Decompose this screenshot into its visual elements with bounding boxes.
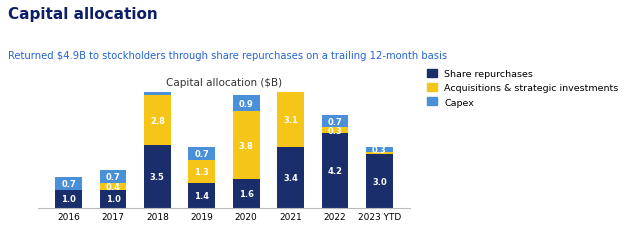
Text: 0.7: 0.7 — [61, 179, 76, 188]
Bar — [144, 82, 171, 96]
Bar — [55, 178, 82, 190]
Bar — [233, 112, 260, 179]
Bar — [277, 76, 304, 92]
Text: 0.7: 0.7 — [328, 117, 342, 126]
Bar — [144, 96, 171, 146]
Text: Returned $4.9B to stockholders through share repurchases on a trailing 12-month : Returned $4.9B to stockholders through s… — [8, 51, 447, 61]
Text: Capital allocation: Capital allocation — [8, 7, 157, 22]
Text: 2.8: 2.8 — [150, 116, 165, 125]
Bar — [277, 147, 304, 208]
Text: 1.4: 1.4 — [195, 191, 209, 200]
Bar — [100, 170, 126, 183]
Bar — [188, 183, 215, 208]
Bar — [366, 153, 393, 155]
Bar — [322, 116, 348, 128]
Bar — [144, 146, 171, 208]
Bar — [233, 96, 260, 112]
Text: 0.7: 0.7 — [106, 172, 120, 181]
Text: 1.0: 1.0 — [61, 195, 76, 204]
Text: 3.1: 3.1 — [283, 116, 298, 125]
Bar — [322, 128, 348, 133]
Text: 0.4: 0.4 — [106, 182, 120, 191]
Text: 1.0: 1.0 — [106, 195, 120, 204]
Bar — [233, 179, 260, 208]
Bar — [100, 190, 126, 208]
Text: 0.9: 0.9 — [239, 100, 253, 108]
Text: 3.5: 3.5 — [150, 172, 165, 181]
Text: 3.4: 3.4 — [283, 173, 298, 182]
Text: 1.3: 1.3 — [195, 167, 209, 176]
Text: 3.8: 3.8 — [239, 141, 253, 150]
Bar — [188, 160, 215, 183]
Legend: Share repurchases, Acquisitions & strategic investments, Capex: Share repurchases, Acquisitions & strate… — [427, 69, 618, 107]
Text: 0.7: 0.7 — [195, 149, 209, 158]
Text: 0.9: 0.9 — [284, 80, 298, 89]
Bar — [277, 92, 304, 147]
Text: 3.0: 3.0 — [372, 177, 387, 186]
Bar — [100, 183, 126, 190]
Text: 4.2: 4.2 — [328, 166, 342, 175]
Bar — [55, 190, 82, 208]
Bar — [322, 133, 348, 208]
Title: Capital allocation ($B): Capital allocation ($B) — [166, 78, 282, 88]
Bar — [366, 147, 393, 153]
Bar — [366, 155, 393, 208]
Bar — [188, 147, 215, 160]
Text: 1.6: 1.6 — [239, 189, 253, 198]
Text: 0.3: 0.3 — [372, 146, 387, 155]
Text: 0.8: 0.8 — [150, 84, 164, 93]
Text: 0.3: 0.3 — [328, 126, 342, 135]
